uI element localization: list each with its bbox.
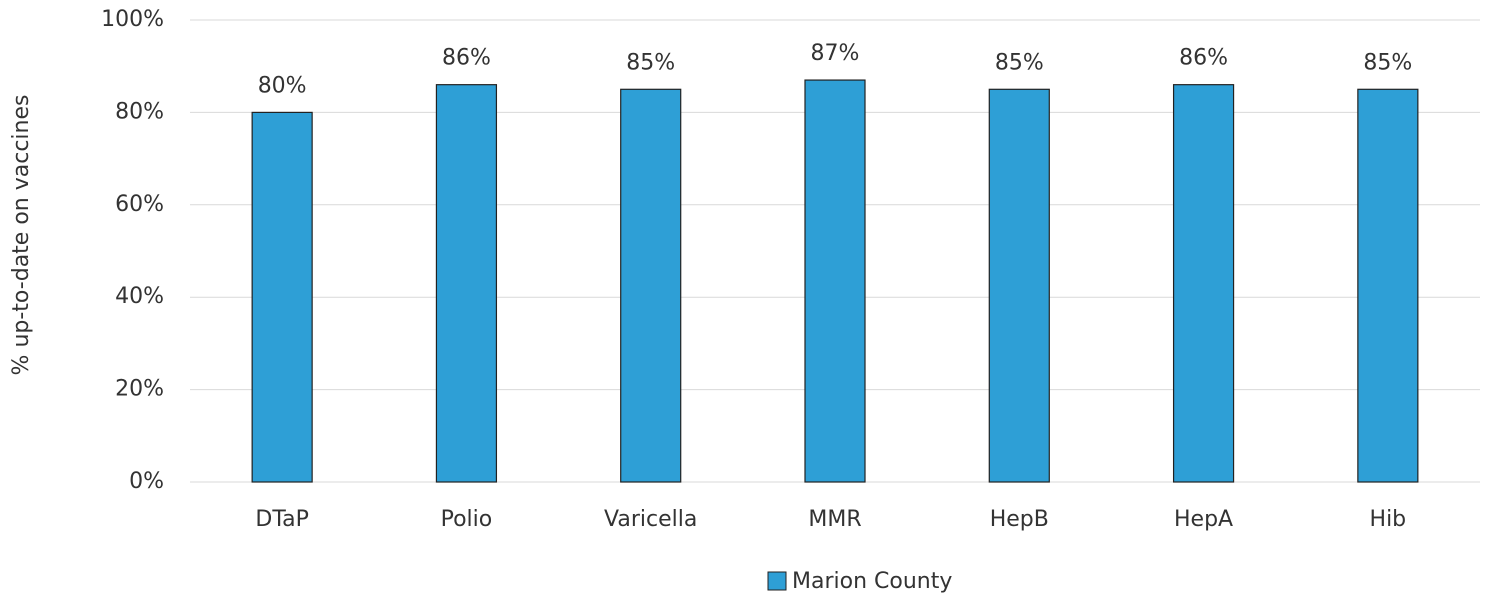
bar [1172, 84, 1235, 483]
y-tick-label: 0% [129, 469, 164, 494]
x-tick-label: DTaP [255, 507, 309, 532]
data-label: 86% [442, 46, 491, 71]
y-tick-label: 60% [115, 192, 164, 217]
bar [804, 79, 866, 483]
bar [988, 88, 1050, 483]
x-tick-label: HepB [990, 507, 1049, 532]
y-tick-label: 40% [115, 284, 164, 309]
bar [435, 84, 498, 483]
data-label: 85% [626, 50, 675, 75]
bar [620, 88, 682, 483]
y-tick-label: 20% [115, 377, 164, 402]
x-tick-label: MMR [808, 507, 861, 532]
x-tick-label: Polio [441, 507, 493, 532]
data-label: 86% [1179, 46, 1228, 71]
x-tick-label: Varicella [604, 507, 697, 532]
y-axis-label: % up-to-date on vaccines [9, 95, 34, 376]
y-tick-label: 80% [115, 99, 164, 124]
data-label: 85% [995, 50, 1044, 75]
legend-swatch [767, 571, 787, 591]
data-label: 87% [811, 41, 860, 66]
x-tick-label: Hib [1370, 507, 1407, 532]
data-label: 85% [1363, 50, 1412, 75]
legend-label: Marion County [792, 569, 952, 594]
data-label: 80% [258, 73, 307, 98]
bar [1357, 88, 1419, 483]
x-tick-label: HepA [1174, 507, 1233, 532]
y-tick-label: 100% [101, 7, 164, 32]
bar [251, 111, 313, 483]
